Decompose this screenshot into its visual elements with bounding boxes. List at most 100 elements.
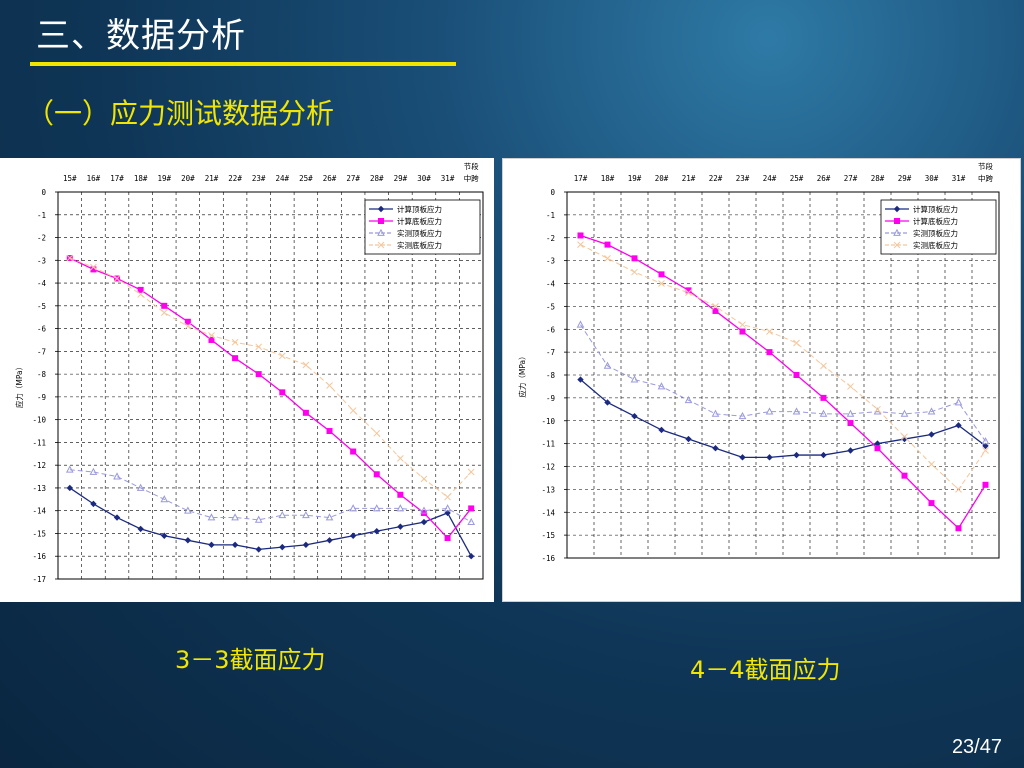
x-category-label: 17#	[110, 174, 124, 183]
y-axis-label: 应力（MPa）	[517, 352, 527, 397]
x-category-label: 30#	[417, 174, 431, 183]
legend-label: 计算顶板应力	[397, 204, 442, 214]
marker-s3-14	[955, 486, 962, 493]
marker-slegend-0	[893, 205, 901, 213]
marker-s2-2	[630, 375, 639, 383]
marker-s3-5	[184, 322, 192, 330]
x-category-label: 26#	[323, 174, 337, 183]
marker-s2-3	[657, 382, 666, 390]
marker-s2-2	[113, 472, 121, 480]
marker-s1-5	[712, 307, 719, 314]
marker-s3-4	[685, 289, 692, 297]
x-category-label: 21#	[205, 174, 219, 183]
series-line-0	[69, 487, 472, 557]
marker-s3-17	[467, 468, 475, 476]
marker-s1-12	[350, 448, 357, 455]
y-tick-label: -12	[541, 463, 555, 472]
marker-s3-11	[874, 405, 881, 413]
marker-s0-5	[712, 445, 719, 452]
marker-s1-4	[685, 287, 692, 294]
marker-s0-2	[113, 514, 121, 521]
series-2	[65, 465, 476, 525]
y-tick-label: -5	[546, 302, 555, 311]
marker-s3-14	[397, 454, 404, 462]
marker-s1-9	[279, 389, 286, 396]
marker-s2-12	[349, 504, 357, 512]
marker-s0-12	[349, 532, 357, 539]
marker-s3-10	[847, 383, 854, 390]
y-tick-label: -7	[37, 347, 46, 356]
series-0	[577, 376, 989, 461]
y-tick-label: -13	[541, 485, 555, 494]
x-category-label: 26#	[817, 174, 831, 183]
y-tick-label: -5	[37, 302, 46, 311]
marker-s1-3	[137, 286, 144, 293]
marker-s3-0	[577, 241, 584, 248]
x-category-label: 23#	[252, 174, 266, 183]
marker-s0-3	[658, 426, 665, 434]
marker-s2-0	[65, 465, 74, 473]
y-tick-label: -17	[32, 575, 46, 584]
marker-s0-8	[255, 546, 262, 553]
marker-s2-15	[420, 506, 428, 514]
series-line-2	[69, 469, 472, 523]
y-tick-label: -8	[37, 370, 47, 379]
marker-s1-1	[604, 241, 611, 248]
marker-s2-9	[819, 409, 828, 417]
x-category-label: 节段	[978, 161, 993, 171]
marker-s3-13	[373, 429, 381, 437]
y-tick-label: -3	[37, 256, 46, 265]
y-tick-label: -10	[32, 416, 46, 425]
x-category-label: 27#	[346, 174, 360, 183]
y-tick-label: -4	[37, 279, 47, 288]
chart-panel-section-3-3: 0 -1 -2 -3 -4 -5 -6 -7 -8 -9 -10 -11 -12 -13 -14 -15 -16…	[0, 158, 494, 602]
x-category-label: 25#	[299, 174, 313, 183]
x-category-label: 节段	[464, 161, 479, 171]
marker-s3-10	[302, 361, 310, 369]
marker-s2-9	[278, 511, 287, 519]
marker-s1-7	[766, 349, 773, 356]
marker-s1-6	[208, 336, 215, 343]
y-tick-label: -8	[546, 371, 556, 380]
marker-s1-16	[444, 535, 451, 542]
marker-slegend-3	[377, 241, 385, 249]
marker-s3-1	[604, 254, 611, 262]
legend-label: 实测顶板应力	[913, 228, 958, 238]
legend-label: 实测底板应力	[913, 240, 958, 250]
series-line-2	[580, 324, 986, 442]
marker-slegend-1	[378, 218, 384, 224]
marker-s2-1	[89, 467, 98, 475]
marker-s1-14	[397, 491, 404, 498]
marker-s0-8	[793, 451, 800, 459]
series-1	[66, 255, 475, 542]
x-category-label: 29#	[394, 174, 408, 183]
y-tick-label: -15	[32, 529, 46, 538]
y-tick-label: 0	[550, 188, 555, 197]
marker-s1-2	[631, 255, 638, 262]
marker-slegend-1	[894, 218, 900, 224]
y-tick-label: -11	[32, 438, 46, 447]
x-category-label: 28#	[871, 174, 885, 183]
series-line-1	[69, 257, 472, 540]
y-tick-label: -15	[541, 531, 555, 540]
marker-s3-1	[90, 263, 97, 271]
marker-s0-13	[373, 527, 380, 535]
marker-s2-5	[711, 409, 720, 417]
legend-label: 计算顶板应力	[913, 204, 958, 214]
marker-s0-0	[577, 376, 584, 383]
x-category-label: 21#	[682, 174, 696, 183]
marker-s2-6	[207, 513, 216, 521]
marker-s3-9	[820, 362, 827, 370]
page-number: 23/47	[951, 736, 1002, 758]
marker-s3-3	[137, 291, 144, 298]
y-tick-label: -14	[541, 508, 555, 517]
marker-s2-3	[136, 483, 145, 491]
y-tick-label: -14	[32, 507, 46, 516]
y-axis-ticks: 0 -1 -2 -3 -4 -5 -6 -7 -8 -9 -10 -11 -12 -13 -14 -15 -16	[541, 188, 567, 563]
marker-s3-15	[420, 475, 428, 483]
marker-s3-2	[631, 268, 638, 276]
marker-s2-16	[443, 504, 452, 512]
y-tick-label: -16	[32, 552, 46, 561]
marker-s0-14	[955, 422, 962, 429]
